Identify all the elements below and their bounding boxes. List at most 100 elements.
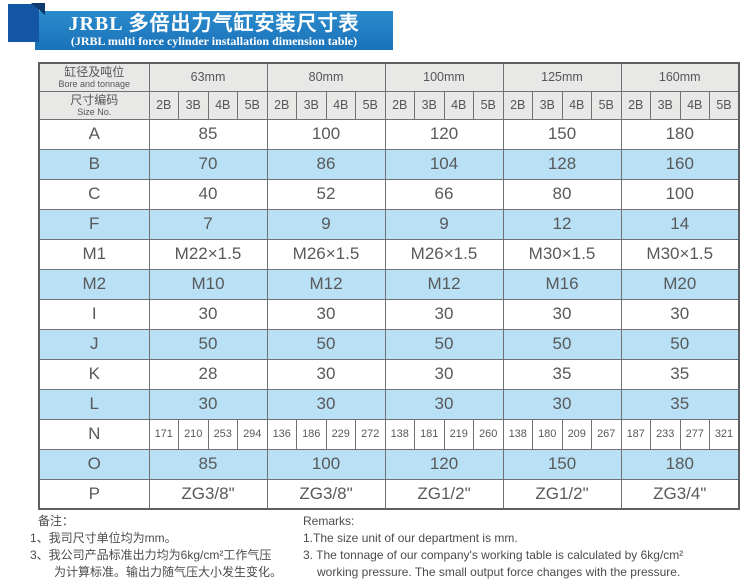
banner-corner-square (8, 4, 39, 42)
value-cell: 50 (148, 328, 268, 360)
value-cell: M26×1.5 (384, 238, 504, 270)
value-cell: M30×1.5 (620, 238, 740, 270)
notes-cn-line3: 为计算标准。输出力随气压大小发生变化。 (54, 565, 283, 579)
value-cell: 30 (266, 358, 386, 390)
notes-chinese: 备注： 1、我司尺寸单位均为mm。 3、我公司产品标准出力均为6kg/cm²工作… (30, 513, 282, 581)
value-cell: 35 (620, 388, 740, 420)
value-cell: 180 (620, 118, 740, 150)
size-code-header-3B: 3B (414, 90, 445, 120)
value-cell: 187 (620, 418, 651, 450)
notes-en-line1: 1.The size unit of our department is mm. (303, 531, 518, 545)
size-code-header-5B: 5B (591, 90, 622, 120)
value-cell: M30×1.5 (502, 238, 622, 270)
value-cell: 150 (502, 118, 622, 150)
value-cell: 180 (620, 448, 740, 480)
value-cell: 50 (620, 328, 740, 360)
value-cell: 136 (266, 418, 297, 450)
value-cell: 50 (384, 328, 504, 360)
row-label-K: K (38, 358, 150, 390)
table-row-F: F 7 9 9 12 14 (38, 208, 740, 240)
value-cell: 267 (591, 418, 622, 450)
value-cell: 260 (473, 418, 504, 450)
row-label-N: N (38, 418, 150, 450)
size-code-header-2B: 2B (148, 90, 179, 120)
bore-header-125mm: 125mm (502, 62, 622, 92)
value-cell: 294 (237, 418, 268, 450)
bore-tonnage-header: 缸径及吨位 Bore and tonnage (38, 62, 150, 92)
bore-header-80mm: 80mm (266, 62, 386, 92)
value-cell: 219 (443, 418, 474, 450)
value-cell: 30 (148, 298, 268, 330)
bore-header-100mm: 100mm (384, 62, 504, 92)
value-cell: 85 (148, 118, 268, 150)
size-code-header-4B: 4B (325, 90, 356, 120)
value-cell: 9 (384, 208, 504, 240)
title-banner: JRBL 多倍出力气缸安装尺寸表 (JRBL multi force cylin… (35, 11, 393, 50)
value-cell: M12 (384, 268, 504, 300)
value-cell: 138 (384, 418, 415, 450)
size-code-header-5B: 5B (237, 90, 268, 120)
row-label-M2: M2 (38, 268, 150, 300)
value-cell: 30 (502, 388, 622, 420)
value-cell: 181 (414, 418, 445, 450)
value-cell: ZG3/8" (266, 478, 386, 510)
table-row-B: B 70 86 104 128 160 (38, 148, 740, 180)
value-cell: 35 (502, 358, 622, 390)
size-code-header-2B: 2B (620, 90, 651, 120)
value-cell: 30 (502, 298, 622, 330)
size-code-header-5B: 5B (709, 90, 740, 120)
size-no-label-en: Size No. (77, 106, 112, 117)
value-cell: 85 (148, 448, 268, 480)
row-label-A: A (38, 118, 150, 150)
table-row-J: J 50 50 50 50 50 (38, 328, 740, 360)
value-cell: M20 (620, 268, 740, 300)
size-code-header-3B: 3B (650, 90, 681, 120)
value-cell: 229 (325, 418, 356, 450)
row-label-F: F (38, 208, 150, 240)
table-row-K: K 28 30 30 35 35 (38, 358, 740, 390)
size-no-label-cn: 尺寸编码 (70, 92, 119, 107)
value-cell: ZG1/2" (502, 478, 622, 510)
value-cell: 160 (620, 148, 740, 180)
size-code-header-3B: 3B (178, 90, 209, 120)
value-cell: 233 (650, 418, 681, 450)
value-cell: 210 (178, 418, 209, 450)
value-cell: 9 (266, 208, 386, 240)
value-cell: 52 (266, 178, 386, 210)
value-cell: 50 (266, 328, 386, 360)
bore-tonnage-label-cn: 缸径及吨位 (64, 64, 125, 79)
value-cell: M16 (502, 268, 622, 300)
size-code-header-5B: 5B (473, 90, 504, 120)
size-code-header-2B: 2B (384, 90, 415, 120)
row-label-J: J (38, 328, 150, 360)
size-code-header-2B: 2B (266, 90, 297, 120)
header-row-bore: 缸径及吨位 Bore and tonnage 63mm 80mm 100mm 125m… (38, 62, 740, 92)
table-row-M1: M1 M22×1.5 M26×1.5 M26×1.5 M30×1.5 M30×1.5 (38, 238, 740, 270)
table-row-N: N 171 210 253 294 136 186 229 272 138 181 219 260 138… (38, 418, 740, 450)
value-cell: 12 (502, 208, 622, 240)
value-cell: 128 (502, 148, 622, 180)
bore-tonnage-label-en: Bore and tonnage (58, 78, 131, 89)
value-cell: M22×1.5 (148, 238, 268, 270)
value-cell: M10 (148, 268, 268, 300)
value-cell: 100 (266, 448, 386, 480)
size-code-header-4B: 4B (207, 90, 238, 120)
notes-cn-line1: 1、我司尺寸单位均为mm。 (30, 531, 177, 545)
value-cell: 186 (296, 418, 327, 450)
notes-en-line2: 3. The tonnage of our company's working … (303, 548, 684, 562)
size-no-header: 尺寸编码 Size No. (38, 90, 150, 120)
notes-en-title: Remarks: (303, 514, 355, 528)
value-cell: 80 (502, 178, 622, 210)
value-cell: 40 (148, 178, 268, 210)
row-label-P: P (38, 478, 150, 510)
value-cell: 70 (148, 148, 268, 180)
row-label-O: O (38, 448, 150, 480)
value-cell: 30 (148, 388, 268, 420)
value-cell: 321 (709, 418, 740, 450)
value-cell: M26×1.5 (266, 238, 386, 270)
value-cell: 272 (355, 418, 386, 450)
value-cell: 100 (266, 118, 386, 150)
value-cell: M12 (266, 268, 386, 300)
size-code-header-3B: 3B (296, 90, 327, 120)
